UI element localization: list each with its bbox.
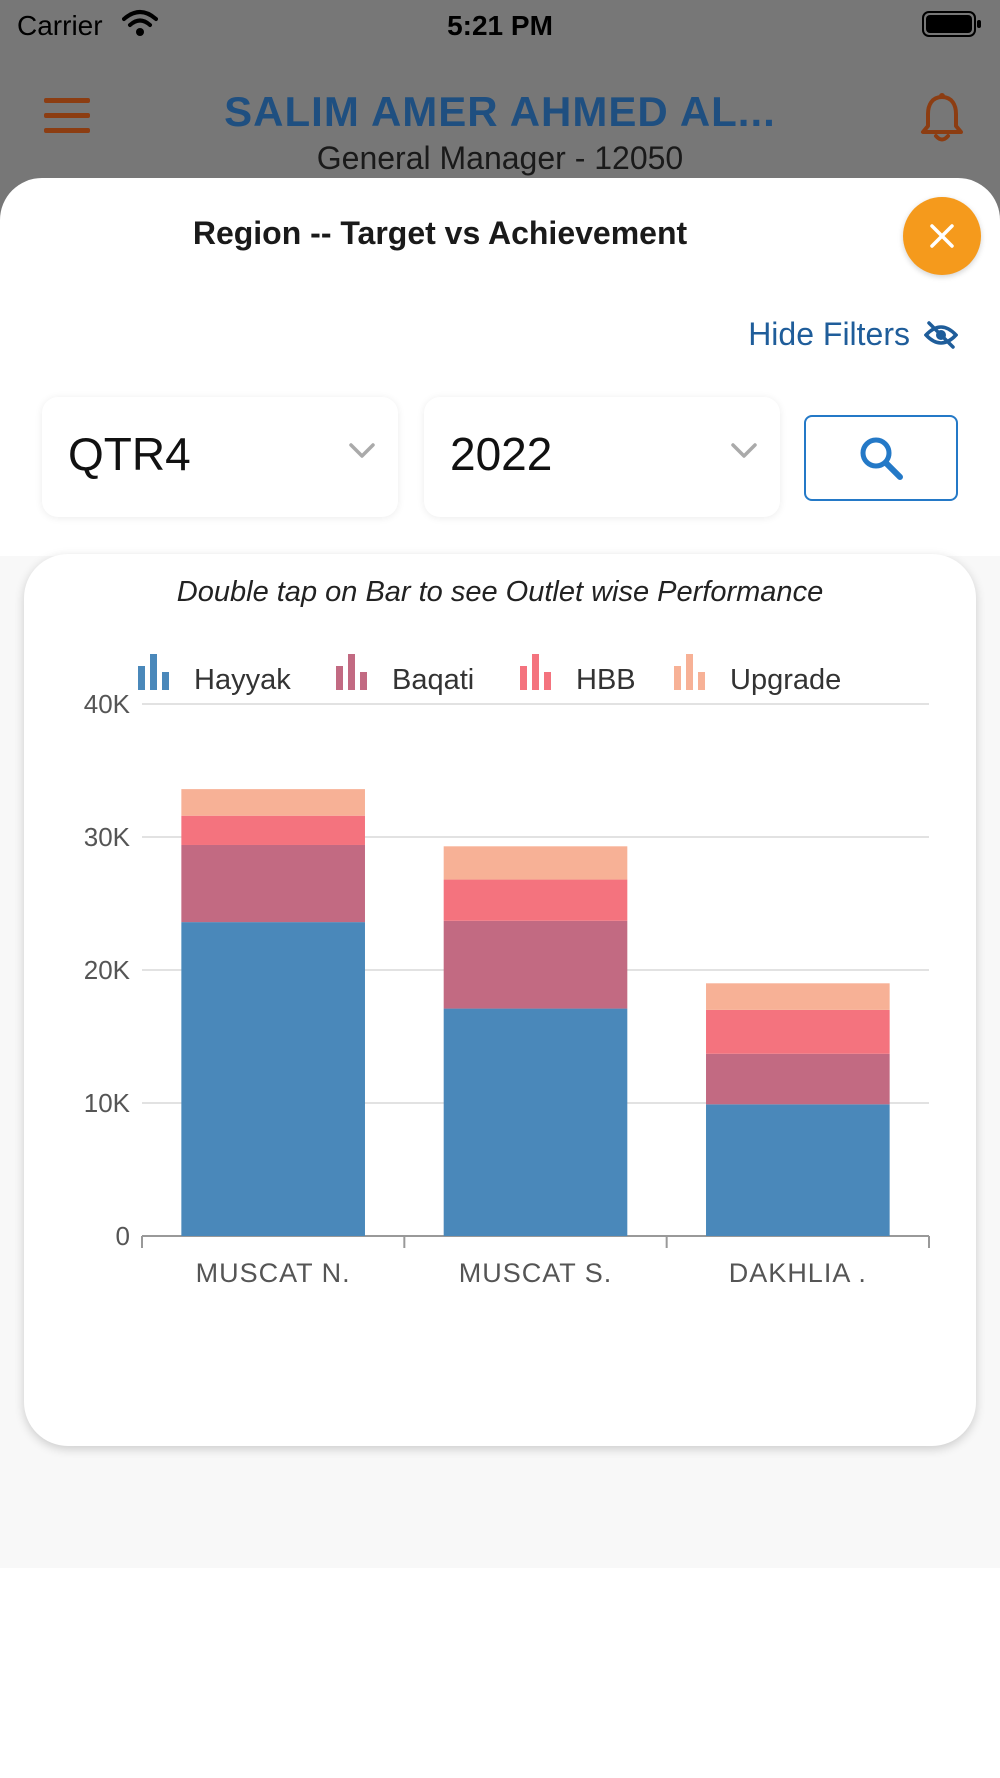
chart-card: Double tap on Bar to see Outlet wise Per… bbox=[24, 554, 976, 1446]
bell-icon[interactable] bbox=[918, 92, 966, 144]
bar-segment-hbb[interactable] bbox=[706, 1009, 890, 1054]
search-icon bbox=[860, 437, 903, 480]
legend-icon-bar bbox=[698, 672, 705, 690]
legend-icon-bar bbox=[336, 666, 343, 690]
bar-segment-hbb[interactable] bbox=[181, 815, 365, 845]
stacked-bar-chart[interactable]: 0 10K 20K 30K 40K MUSCAT N. MUSCAT S. DAKHLIA .… bbox=[24, 554, 976, 1446]
legend-icon-bar bbox=[532, 654, 539, 690]
bar-segment-hayyak[interactable] bbox=[443, 1008, 628, 1236]
legend-icon-bar bbox=[150, 654, 157, 690]
sheet-title: Region -- Target vs Achievement bbox=[192, 215, 688, 251]
chevron-down-icon bbox=[731, 443, 757, 458]
y-tick-label: 20K bbox=[84, 955, 131, 985]
bar-segment-upgrade[interactable] bbox=[181, 789, 365, 816]
wifi-icon bbox=[122, 10, 158, 36]
battery-icon bbox=[922, 11, 981, 37]
close-button[interactable] bbox=[903, 197, 981, 275]
bar-segment-upgrade[interactable] bbox=[706, 983, 890, 1010]
user-role: General Manager - 12050 bbox=[316, 140, 684, 176]
x-tick-label: MUSCAT S. bbox=[459, 1258, 613, 1288]
y-tick-label: 30K bbox=[84, 822, 131, 852]
legend-label[interactable]: Hayyak bbox=[194, 664, 291, 696]
eye-off-icon bbox=[924, 320, 958, 349]
legend-label[interactable]: Baqati bbox=[392, 664, 474, 696]
legend-icon-bar bbox=[360, 672, 367, 690]
y-tick-label: 0 bbox=[116, 1221, 130, 1251]
bar-segment-hayyak[interactable] bbox=[706, 1104, 890, 1236]
quarter-value: QTR4 bbox=[68, 428, 191, 480]
bar-segment-baqati[interactable] bbox=[706, 1053, 890, 1105]
x-tick-label: MUSCAT N. bbox=[196, 1258, 351, 1288]
y-tick-label: 40K bbox=[84, 689, 131, 719]
legend-icon-bar bbox=[674, 666, 681, 690]
search-button[interactable] bbox=[804, 415, 958, 501]
hide-filters-toggle[interactable]: Hide Filters bbox=[748, 316, 958, 353]
legend-icon-bar bbox=[686, 654, 693, 690]
legend-label[interactable]: HBB bbox=[576, 664, 636, 696]
x-tick-label: DAKHLIA . bbox=[729, 1258, 867, 1288]
bar-segment-hayyak[interactable] bbox=[181, 922, 365, 1236]
app-header: SALIM AMER AHMED AL... General Manager -… bbox=[0, 70, 1000, 180]
close-icon bbox=[930, 224, 954, 248]
legend-icon-bar bbox=[544, 672, 551, 690]
legend-icon-bar bbox=[520, 666, 527, 690]
user-name: SALIM AMER AHMED AL... bbox=[224, 88, 776, 135]
bottom-sheet: Region -- Target vs Achievement Hide Fil… bbox=[0, 178, 1000, 1778]
chart-hint: Double tap on Bar to see Outlet wise Per… bbox=[176, 576, 824, 608]
status-time: 5:21 PM bbox=[447, 10, 553, 41]
bar-segment-baqati[interactable] bbox=[181, 844, 365, 923]
year-value: 2022 bbox=[450, 428, 553, 480]
status-bar: Carrier 5:21 PM bbox=[0, 0, 1000, 50]
year-dropdown[interactable]: 2022 bbox=[424, 397, 780, 517]
hide-filters-label: Hide Filters bbox=[748, 316, 910, 352]
legend-icon-bar bbox=[138, 666, 145, 690]
legend-label[interactable]: Upgrade bbox=[730, 664, 841, 696]
bar-segment-upgrade[interactable] bbox=[443, 846, 628, 880]
carrier-label: Carrier bbox=[17, 10, 103, 41]
legend-icon-bar bbox=[162, 672, 169, 690]
chevron-down-icon bbox=[349, 443, 375, 458]
legend-icon-bar bbox=[348, 654, 355, 690]
bar-segment-hbb[interactable] bbox=[443, 879, 628, 921]
bar-segment-baqati[interactable] bbox=[443, 920, 628, 1009]
quarter-dropdown[interactable]: QTR4 bbox=[42, 397, 398, 517]
y-tick-label: 10K bbox=[84, 1088, 131, 1118]
menu-icon[interactable] bbox=[44, 98, 92, 136]
